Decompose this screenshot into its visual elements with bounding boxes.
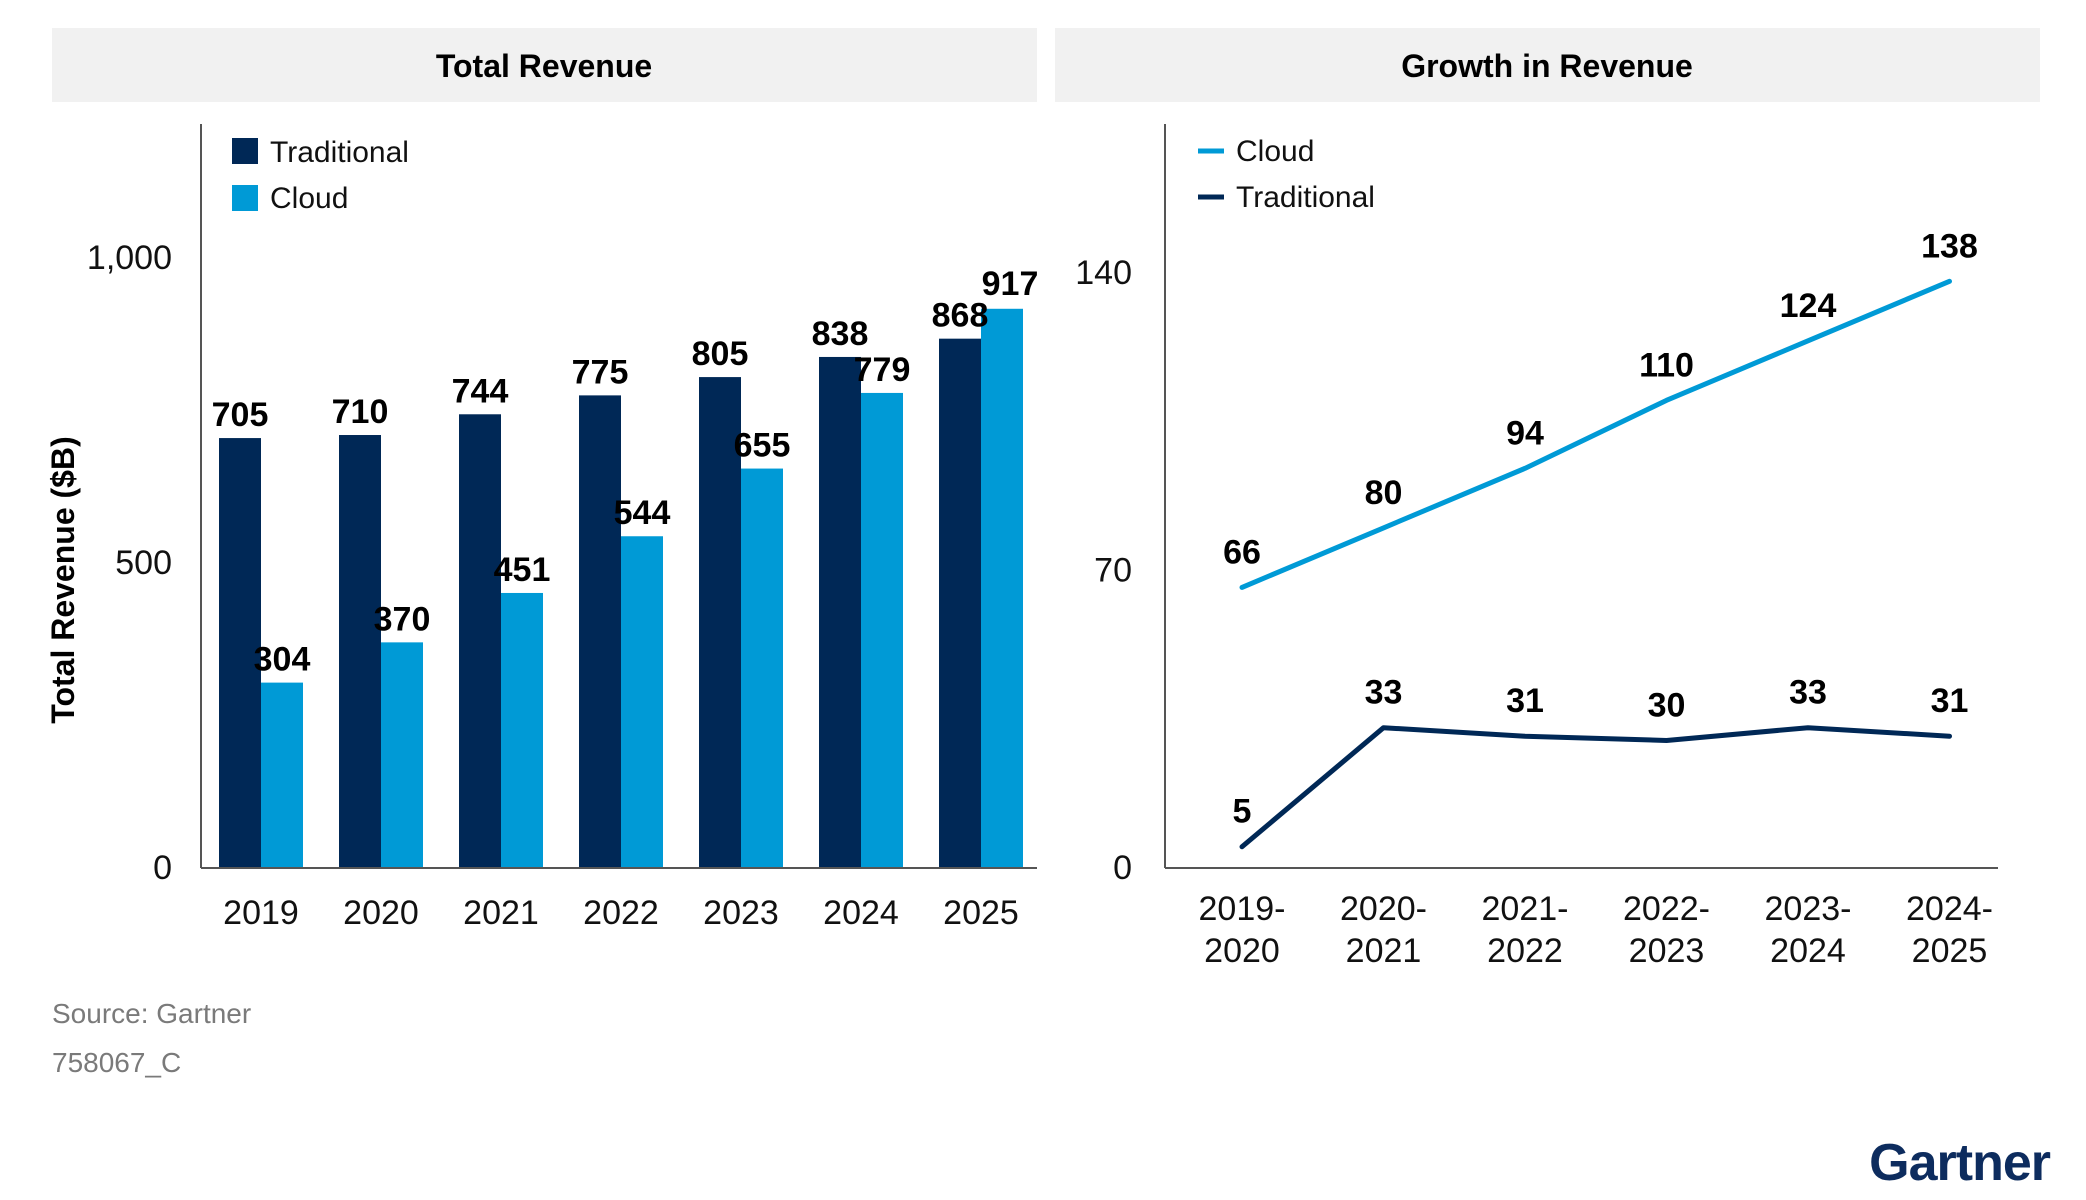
line-label-cloud-2021-2022: 94 — [1506, 414, 1544, 452]
line-data-labels: 66 80 94 110 124 138 5 33 31 30 33 31 — [1223, 227, 1978, 830]
line-label-cloud-2020-2021: 80 — [1365, 474, 1403, 512]
bar-label-cloud-2025: 917 — [982, 265, 1039, 303]
bar-label-cloud-2020: 370 — [374, 600, 431, 638]
line-x-tick-2019-2020: 2019-2020 — [1199, 890, 1286, 970]
bar-label-cloud-2022: 544 — [614, 494, 671, 532]
bar-cloud-2023 — [741, 468, 783, 868]
bar-cloud-2020 — [381, 642, 423, 868]
legend-item-traditional-line: Traditional — [1198, 181, 1375, 214]
line-x-tick-2022-2023: 2022-2023 — [1623, 890, 1710, 970]
line-label-traditional-2023-2024: 33 — [1789, 674, 1827, 712]
bar-label-traditional-2019: 705 — [212, 396, 269, 434]
gartner-logo: Gartner — [1869, 1134, 2051, 1192]
bar-traditional-2020 — [339, 435, 381, 868]
total-revenue-title: Total Revenue — [436, 48, 652, 84]
bar-label-cloud-2024: 779 — [854, 351, 911, 389]
legend-item-traditional: Traditional — [232, 136, 409, 169]
line-legend: Cloud Traditional — [1198, 135, 1375, 214]
growth-revenue-title: Growth in Revenue — [1401, 48, 1693, 84]
line-label-cloud-2024-2025: 138 — [1921, 227, 1978, 265]
line-x-tick-2023-2024: 2023-2024 — [1765, 890, 1852, 970]
line-series-cloud — [1239, 278, 1952, 590]
bar-traditional-2022 — [579, 395, 621, 868]
growth-revenue-header — [1055, 28, 2040, 102]
line-label-cloud-2019-2020: 66 — [1223, 533, 1261, 571]
bar-x-ticks: 2019 2020 2021 2022 2023 2024 2025 — [223, 894, 1019, 932]
line-series-traditional — [1239, 725, 1952, 850]
bar-cloud-2019 — [261, 682, 303, 868]
line-x-ticks: 2019-2020 2020-2021 2021-2022 2022-2023 2023… — [1199, 890, 1993, 970]
bar-x-tick-2025: 2025 — [943, 894, 1019, 932]
line-marks — [1239, 278, 1952, 850]
line-y-tick-label: 70 — [1094, 551, 1132, 589]
growth-revenue-panel: Growth in Revenue 0 70 140 66 80 94 110 124 138… — [1055, 28, 2040, 970]
line-label-traditional-2022-2023: 30 — [1648, 686, 1686, 724]
bar-cloud-2022 — [621, 536, 663, 868]
bar-label-traditional-2022: 775 — [572, 353, 629, 391]
bar-y-tick-label: 500 — [115, 544, 172, 582]
line-label-cloud-2022-2023: 110 — [1639, 346, 1694, 384]
line-x-tick-2024-2025: 2024-2025 — [1906, 890, 1993, 970]
total-revenue-ylabel: Total Revenue ($B) — [45, 436, 81, 723]
bar-cloud-2021 — [501, 592, 543, 868]
legend-label-traditional-line: Traditional — [1236, 181, 1375, 214]
bar-x-tick-2022: 2022 — [583, 894, 659, 932]
bar-traditional-2025 — [939, 338, 981, 868]
bar-label-cloud-2019: 304 — [254, 641, 311, 679]
bar-label-traditional-2025: 868 — [932, 297, 989, 335]
legend-label-traditional: Traditional — [270, 136, 409, 169]
legend-label-cloud: Cloud — [270, 182, 348, 215]
line-label-traditional-2020-2021: 33 — [1365, 674, 1403, 712]
legend-item-cloud: Cloud — [232, 182, 348, 215]
document-id: 758067_C — [52, 1047, 181, 1078]
bar-x-tick-2019: 2019 — [223, 894, 299, 932]
line-x-tick-2020-2021: 2020-2021 — [1340, 890, 1427, 970]
bar-x-tick-2021: 2021 — [463, 894, 539, 932]
bar-label-traditional-2020: 710 — [332, 393, 389, 431]
total-revenue-header — [52, 28, 1037, 102]
bar-y-ticks: 0 500 1,000 — [87, 239, 172, 887]
bar-label-cloud-2023: 655 — [734, 427, 791, 465]
legend-swatch-traditional — [232, 138, 258, 164]
bar-x-tick-2020: 2020 — [343, 894, 419, 932]
bar-legend: Traditional Cloud — [232, 136, 409, 215]
bar-label-traditional-2021: 744 — [452, 372, 509, 410]
bar-traditional-2023 — [699, 377, 741, 868]
line-x-tick-2021-2022: 2021-2022 — [1482, 890, 1569, 970]
source-note: Source: Gartner — [52, 998, 251, 1029]
bar-y-tick-label: 0 — [153, 849, 172, 887]
bar-y-tick-label: 1,000 — [87, 239, 172, 277]
bar-cloud-2024 — [861, 392, 903, 868]
line-y-tick-label: 0 — [1113, 849, 1132, 887]
legend-label-cloud-line: Cloud — [1236, 135, 1314, 168]
bar-traditional-2021 — [459, 414, 501, 868]
line-y-tick-label: 140 — [1075, 254, 1132, 292]
bar-cloud-2025 — [981, 308, 1023, 868]
line-label-traditional-2024-2025: 31 — [1931, 682, 1969, 720]
bar-x-tick-2024: 2024 — [823, 894, 899, 932]
bar-label-cloud-2021: 451 — [494, 551, 551, 589]
line-label-cloud-2023-2024: 124 — [1780, 287, 1837, 325]
bar-x-tick-2023: 2023 — [703, 894, 779, 932]
bar-marks — [219, 308, 1023, 868]
bar-label-traditional-2023: 805 — [692, 335, 749, 373]
total-revenue-panel: Total Revenue Total Revenue ($B) 0 500 1,0… — [45, 28, 1038, 932]
bar-label-traditional-2024: 838 — [812, 315, 869, 353]
bar-traditional-2024 — [819, 356, 861, 868]
line-y-ticks: 0 70 140 — [1075, 254, 1132, 887]
line-label-traditional-2021-2022: 31 — [1506, 682, 1544, 720]
legend-item-cloud-line: Cloud — [1198, 135, 1314, 168]
legend-swatch-cloud — [232, 185, 258, 211]
line-label-traditional-2019-2020: 5 — [1233, 793, 1252, 831]
bar-traditional-2019 — [219, 438, 261, 868]
